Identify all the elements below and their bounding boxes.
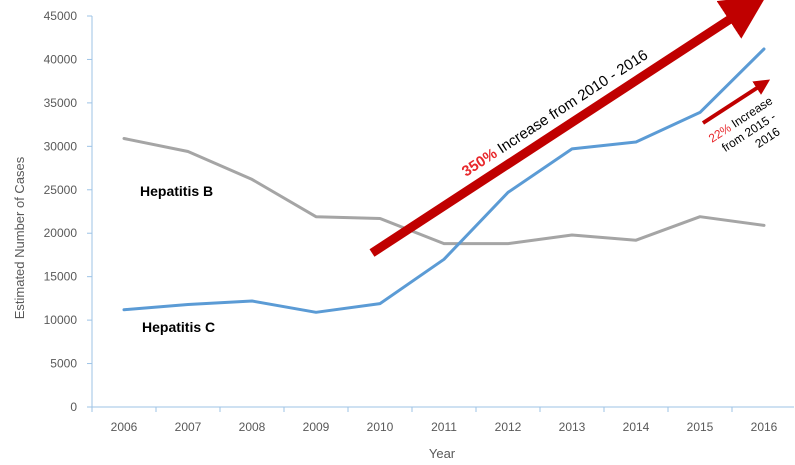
series-line-hepatitis-c: [122, 47, 766, 314]
data-point-hepatitis-b: [251, 178, 253, 180]
x-tick-label: 2014: [623, 420, 650, 434]
data-point-hepatitis-c: [251, 300, 253, 302]
x-axis-title: Year: [429, 446, 456, 461]
data-point-hepatitis-c: [635, 141, 637, 143]
y-tick-label: 20000: [44, 226, 78, 240]
y-tick-label: 10000: [44, 313, 78, 327]
data-point-hepatitis-c: [443, 258, 445, 260]
y-tick-label: 30000: [44, 139, 78, 153]
y-tick-label: 40000: [44, 52, 78, 66]
series-label-hepatitis-c: Hepatitis C: [142, 319, 215, 335]
data-point-hepatitis-b: [379, 217, 381, 219]
x-tick-label: 2006: [111, 420, 138, 434]
y-tick-label: 35000: [44, 96, 78, 110]
x-tick-label: 2009: [303, 420, 330, 434]
y-tick-label: 0: [70, 400, 77, 414]
data-point-hepatitis-c: [123, 309, 125, 311]
x-tick-label: 2015: [687, 420, 714, 434]
x-tick-label: 2013: [559, 420, 586, 434]
y-axis-ticks: 0 5000 10000 15000 20000 25000 30000 35000 40000…: [44, 9, 92, 414]
data-point-hepatitis-c: [379, 303, 381, 305]
data-point-hepatitis-b: [187, 151, 189, 153]
x-tick-label: 2007: [175, 420, 202, 434]
data-point-hepatitis-c: [315, 311, 317, 313]
small-increase-arrow: [701, 79, 771, 125]
y-tick-label: 15000: [44, 270, 78, 284]
x-axis-ticks: 2006 2007 2008 2009 2010 2011 2012 2013 2014 2015…: [91, 407, 778, 434]
x-tick-label: 2008: [239, 420, 266, 434]
x-tick-label: 2011: [431, 420, 457, 434]
y-tick-label: 5000: [50, 357, 77, 371]
data-point-hepatitis-b: [507, 243, 509, 245]
x-tick-label: 2016: [751, 420, 778, 434]
series-layer: [122, 47, 766, 314]
data-point-hepatitis-b: [635, 239, 637, 241]
x-tick-label: 2010: [367, 420, 394, 434]
data-point-hepatitis-b: [443, 243, 445, 245]
data-point-hepatitis-c: [699, 111, 701, 113]
data-point-hepatitis-b: [315, 216, 317, 218]
data-point-hepatitis-c: [571, 148, 573, 150]
data-point-hepatitis-b: [763, 224, 765, 226]
data-point-hepatitis-c: [187, 303, 189, 305]
data-point-hepatitis-b: [699, 216, 701, 218]
big-increase-arrow: [369, 0, 767, 257]
small-arrow-annotation: 22% Increase from 2015 - 2016: [706, 93, 783, 154]
data-point-hepatitis-c: [507, 191, 509, 193]
series-label-hepatitis-b: Hepatitis B: [140, 183, 213, 199]
y-axis-title: Estimated Number of Cases: [12, 156, 27, 319]
data-point-hepatitis-b: [123, 138, 125, 140]
y-tick-label: 25000: [44, 183, 78, 197]
series-line-hepatitis-b: [122, 137, 766, 246]
data-point-hepatitis-b: [571, 234, 573, 236]
x-tick-label: 2012: [495, 420, 522, 434]
y-tick-label: 45000: [44, 9, 78, 23]
data-point-hepatitis-c: [763, 48, 765, 50]
